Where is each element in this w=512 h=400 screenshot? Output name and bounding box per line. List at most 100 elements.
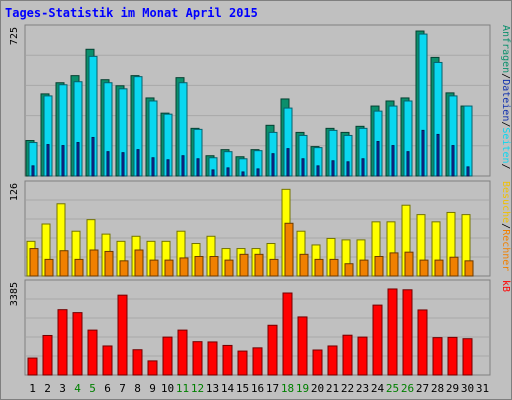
bar-kb-day-2 (42, 334, 53, 376)
bar-seiten-day-2 (46, 144, 50, 177)
bar-seiten-day-19 (301, 158, 305, 177)
bar-rechner-day-19 (299, 253, 309, 277)
bar-kb-day-8 (132, 349, 143, 376)
x-tick-label-19: 19 (296, 382, 309, 395)
bar-seiten-day-1 (31, 165, 35, 177)
x-tick-label-3: 3 (59, 382, 66, 395)
bar-seiten-day-28 (436, 133, 440, 177)
bar-rechner-day-10 (164, 259, 174, 277)
bar-rechner-day-22 (344, 263, 354, 277)
chart-title: Tages-Statistik im Monat April 2015 (5, 6, 258, 20)
bar-rechner-day-6 (104, 250, 114, 277)
bar-seiten-day-18 (286, 148, 290, 177)
bar-kb-day-21 (327, 345, 338, 376)
bar-dateien-day-30 (463, 105, 473, 177)
x-tick-label-12: 12 (191, 382, 204, 395)
x-tick-label-8: 8 (134, 382, 141, 395)
legend-entry: Seiten (500, 127, 511, 163)
legend-entry: kB (500, 280, 511, 292)
bar-seiten-day-11 (181, 155, 185, 177)
x-tick-label-6: 6 (104, 382, 111, 395)
bar-rechner-day-28 (434, 259, 444, 277)
x-tick-label-23: 23 (356, 382, 369, 395)
bar-seiten-day-14 (226, 167, 230, 177)
bar-kb-day-17 (267, 324, 278, 376)
x-tick-label-30: 30 (461, 382, 474, 395)
x-tick-label-22: 22 (341, 382, 354, 395)
legend-entry: Rechner (500, 229, 511, 271)
bar-kb-day-22 (342, 334, 353, 376)
bar-kb-day-27 (417, 309, 428, 376)
x-tick-label-27: 27 (416, 382, 429, 395)
bar-rechner-day-29 (449, 256, 459, 277)
bar-seiten-day-3 (61, 145, 65, 177)
x-tick-label-9: 9 (149, 382, 156, 395)
x-tick-label-25: 25 (386, 382, 399, 395)
bar-seiten-day-26 (406, 151, 410, 177)
bar-seiten-day-24 (376, 141, 380, 177)
bar-kb-day-13 (207, 341, 218, 376)
bar-rechner-day-3 (59, 250, 69, 277)
bar-rechner-day-26 (404, 251, 414, 277)
bar-rechner-day-9 (149, 259, 159, 277)
bar-rechner-day-2 (44, 258, 54, 277)
bar-kb-day-15 (237, 350, 248, 376)
bar-seiten-day-10 (166, 159, 170, 177)
x-tick-label-4: 4 (74, 382, 81, 395)
x-tick-label-5: 5 (89, 382, 96, 395)
bar-seiten-day-23 (361, 158, 365, 177)
bar-rechner-day-16 (254, 253, 264, 277)
bar-rechner-day-18 (284, 222, 294, 277)
bar-rechner-day-1 (29, 248, 39, 277)
bar-seiten-day-6 (106, 151, 110, 177)
bar-seiten-day-27 (421, 129, 425, 177)
bar-kb-day-11 (177, 329, 188, 376)
bar-kb-day-24 (372, 304, 383, 376)
bar-rechner-day-30 (464, 260, 474, 277)
bar-kb-day-20 (312, 349, 323, 376)
bar-rechner-day-7 (119, 260, 129, 277)
bar-seiten-day-16 (256, 168, 260, 177)
bar-seiten-day-30 (466, 166, 470, 177)
bar-rechner-day-17 (269, 258, 279, 277)
bar-seiten-day-22 (346, 161, 350, 177)
bar-seiten-day-8 (136, 149, 140, 177)
bar-kb-day-4 (72, 312, 83, 376)
bar-seiten-day-17 (271, 153, 275, 177)
bar-rechner-day-5 (89, 249, 99, 277)
legend-entry: Anfragen (500, 25, 511, 73)
bar-kb-day-7 (117, 294, 128, 376)
x-tick-label-24: 24 (371, 382, 385, 395)
legend-entry: / (500, 73, 511, 79)
bar-kb-day-9 (147, 360, 158, 376)
panel-3-ymax-label: 3385 (9, 282, 20, 306)
bar-kb-day-14 (222, 344, 233, 376)
x-tick-label-1: 1 (29, 382, 36, 395)
bar-seiten-day-29 (451, 145, 455, 177)
bar-seiten-day-5 (91, 136, 95, 177)
bar-kb-day-12 (192, 341, 203, 376)
bar-seiten-day-13 (211, 169, 215, 177)
bar-rechner-day-20 (314, 258, 324, 277)
bar-seiten-day-15 (241, 171, 245, 177)
legend-entry: / (500, 164, 511, 170)
x-tick-label-10: 10 (161, 382, 174, 395)
bar-kb-day-5 (87, 329, 98, 376)
x-tick-label-26: 26 (401, 382, 414, 395)
bar-rechner-day-24 (374, 256, 384, 277)
legend-entry: Dateien (500, 79, 511, 121)
bar-rechner-day-13 (209, 256, 219, 277)
bar-kb-day-25 (387, 288, 398, 376)
bar-rechner-day-15 (239, 253, 249, 277)
bar-kb-day-26 (402, 289, 413, 376)
bar-seiten-day-7 (121, 152, 125, 177)
bar-seiten-day-4 (76, 142, 80, 177)
bar-seiten-day-9 (151, 157, 155, 177)
bar-rechner-day-25 (389, 252, 399, 277)
bar-kb-day-6 (102, 345, 113, 376)
x-tick-label-20: 20 (311, 382, 324, 395)
panel-3-legend: kB (500, 280, 511, 292)
bar-kb-day-16 (252, 347, 263, 376)
bar-kb-day-30 (462, 338, 473, 376)
bar-kb-day-10 (162, 336, 173, 376)
